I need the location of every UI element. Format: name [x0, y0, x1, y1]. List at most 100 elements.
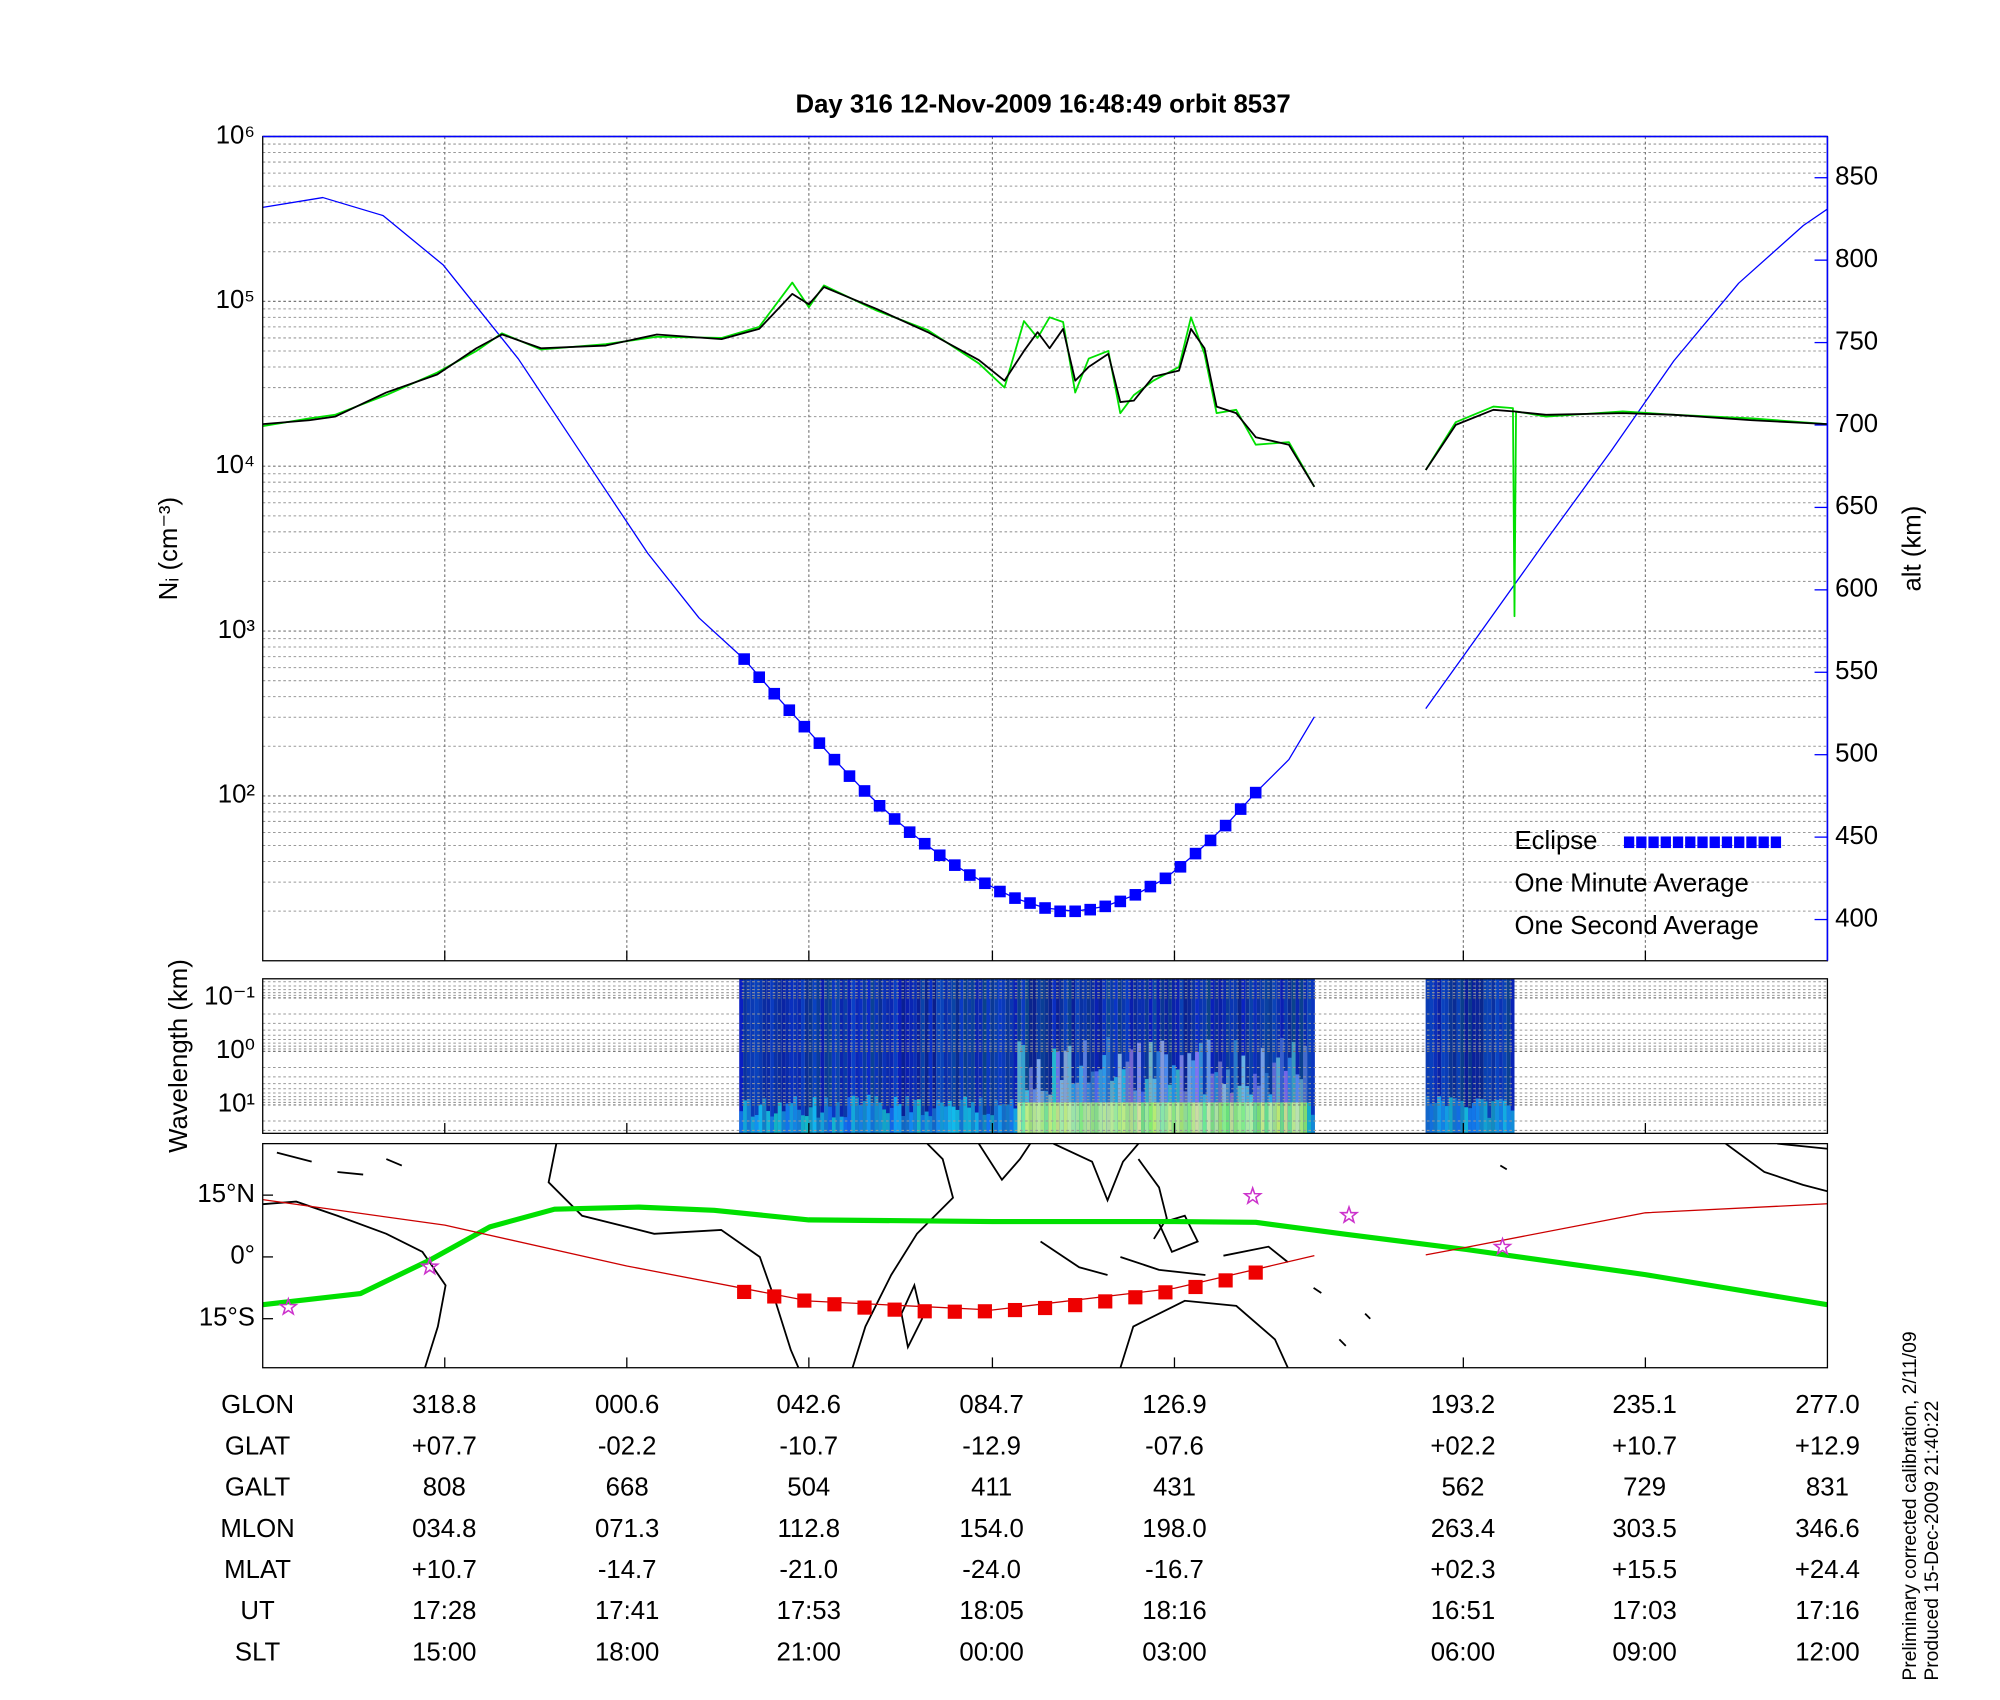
spectrogram-cell: [1040, 978, 1045, 1134]
spectrogram-cell: [1510, 978, 1515, 1134]
spectrogram-cell: [1499, 978, 1503, 1134]
spectrogram-cell: [1210, 978, 1215, 1134]
legend-marker: [1697, 836, 1708, 849]
spectrogram-cell: [773, 978, 778, 1134]
spectrogram-cell: [897, 1103, 902, 1134]
spectrogram-cell: [835, 1102, 840, 1134]
spectrogram-cell: [1464, 1107, 1469, 1134]
spectrogram-cell: [1168, 1102, 1172, 1134]
spectrogram-cell: [1441, 978, 1445, 1134]
marker: [917, 1304, 932, 1319]
table-cell: 126.9: [1142, 1391, 1206, 1419]
spectrogram-cell: [1280, 1102, 1284, 1134]
marker: [798, 720, 811, 733]
spectrogram-cell: [1036, 1102, 1041, 1134]
marker: [1009, 892, 1021, 904]
spectrogram-cell: [893, 978, 898, 1134]
spectrogram-cell: [1222, 1102, 1227, 1134]
spectrogram-cell: [1075, 978, 1080, 1134]
marker: [738, 653, 750, 665]
spectrogram-cell: [874, 1095, 879, 1134]
marker: [1219, 819, 1232, 832]
spectrogram-cell: [843, 1117, 848, 1134]
legend-marker: [1734, 836, 1745, 849]
spectrogram-cell: [1303, 1045, 1308, 1134]
spectrogram-cell: [1009, 978, 1014, 1134]
marker: [1159, 872, 1172, 885]
spectrogram-cell: [1444, 978, 1449, 1134]
spectrogram-cell: [1021, 1102, 1026, 1134]
spectrogram-cell: [1460, 1100, 1465, 1134]
spectrogram-cell: [808, 978, 813, 1134]
table-cell: -21.0: [779, 1556, 838, 1584]
table-cell: 193.2: [1431, 1391, 1495, 1419]
spectrogram-cell: [951, 1106, 956, 1134]
table-cell: +07.7: [412, 1432, 477, 1460]
spectrogram-cell: [762, 978, 767, 1134]
spectrogram-cell: [1268, 978, 1273, 1134]
spectrogram-cell: [955, 978, 960, 1134]
spectrogram-cell: [1487, 1117, 1492, 1134]
table-cell: 15:00: [412, 1638, 476, 1666]
spectrogram-cell: [831, 1117, 836, 1134]
spectrogram-cell: [831, 978, 836, 1134]
spectrogram-cell: [1152, 1102, 1157, 1134]
spectrogram-cell: [916, 1099, 921, 1134]
legend-marker: [1623, 836, 1635, 849]
marker: [1249, 786, 1262, 799]
legend-marker: [1721, 836, 1733, 849]
spectrogram-cell: [1218, 1061, 1223, 1134]
spectrogram-cell: [971, 978, 975, 1134]
spectrogram-cell: [1429, 1103, 1434, 1134]
spectrogram-cell: [1311, 1114, 1315, 1134]
spectrogram-cell: [897, 978, 902, 1134]
spectrogram-cell: [1164, 1102, 1169, 1134]
spectrogram-cell: [754, 978, 759, 1134]
y2-tick-label: 700: [1835, 410, 1878, 438]
spectrogram-cell: [1032, 978, 1037, 1134]
spectrogram-cell: [1017, 1041, 1022, 1134]
spectrogram-cell: [963, 1096, 968, 1134]
spectrogram-cell: [1025, 1102, 1029, 1134]
spectrogram-cell: [982, 978, 987, 1134]
spectrogram-cell: [839, 1116, 844, 1134]
table-cell: -10.7: [779, 1432, 838, 1460]
table-cell: 042.6: [777, 1391, 841, 1419]
spectrogram-cell: [858, 1104, 863, 1134]
y-tick-label: 10⁴: [215, 451, 255, 479]
spectrogram-cell: [758, 1104, 763, 1134]
spectrogram-cell: [1052, 1102, 1057, 1134]
spectrogram-cell: [1133, 1102, 1138, 1134]
spectrogram-cell: [1175, 978, 1180, 1134]
spectrogram-cell: [978, 978, 983, 1134]
table-cell: -16.7: [1145, 1556, 1204, 1584]
spectrogram-cell: [1028, 1067, 1033, 1134]
spectrogram-cell: [1272, 1062, 1277, 1134]
spectrogram-cell: [1098, 1069, 1103, 1134]
spectrogram-cell: [1456, 978, 1461, 1134]
spectrogram-cell: [1448, 978, 1453, 1134]
spectrogram-cell: [1464, 978, 1469, 1134]
spectrogram-cell: [1144, 978, 1149, 1134]
marker: [1068, 1298, 1083, 1313]
spectrogram-cell: [1187, 1102, 1192, 1134]
spectrogram-cell: [1483, 1101, 1488, 1134]
spectrogram-cell: [1444, 1106, 1449, 1134]
spectrogram-cell: [886, 1113, 890, 1134]
spectrogram-cell: [1075, 1102, 1080, 1134]
spectrogram-cell: [1287, 978, 1292, 1134]
spectrogram-cell: [851, 1095, 856, 1134]
spectrogram-cell: [1102, 1102, 1107, 1134]
marker: [949, 859, 961, 871]
spectrogram-cell: [1222, 978, 1227, 1134]
spectrogram-cell: [1187, 1053, 1192, 1134]
star-marker: [1492, 1236, 1513, 1256]
spectrogram-cell: [1028, 1102, 1033, 1134]
spectrogram-cell: [1437, 978, 1442, 1134]
legend-label: One Minute Average: [1514, 870, 1748, 898]
row-label: MLON: [220, 1515, 294, 1543]
spectrogram-cell: [1156, 1051, 1161, 1134]
table-cell: 831: [1806, 1474, 1849, 1502]
table-cell: +24.4: [1795, 1556, 1860, 1584]
